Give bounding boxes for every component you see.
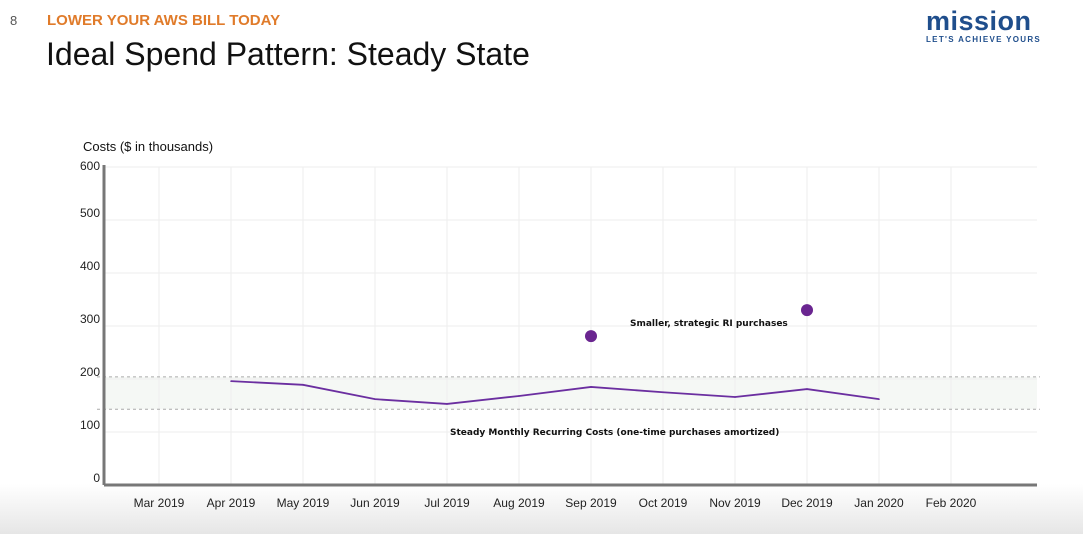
- logo-tagline: LET'S ACHIEVE YOURS: [926, 35, 1042, 44]
- ri-purchase-dot: [585, 330, 597, 343]
- slide-number: 8: [10, 13, 18, 28]
- x-tick-label: Nov 2019: [709, 496, 761, 510]
- cost-series-point: [806, 388, 808, 390]
- x-tick-label: Jul 2019: [424, 496, 470, 510]
- cost-series-point: [590, 386, 592, 388]
- x-tick-label: May 2019: [277, 496, 330, 510]
- y-tick-label: 300: [80, 312, 100, 326]
- cost-series-line: [230, 380, 880, 405]
- x-tick-label: Mar 2019: [134, 496, 185, 510]
- y-axis-label: Costs ($ in thousands): [83, 139, 213, 154]
- y-tick-label: 400: [80, 259, 100, 273]
- ri-purchase-dot: [801, 304, 813, 317]
- y-tick-label: 500: [80, 206, 100, 220]
- y-tick-label: 0: [93, 471, 100, 485]
- ri-annotation: Smaller, strategic RI purchases: [630, 319, 788, 329]
- x-tick-label: Jan 2020: [854, 496, 904, 510]
- y-tick-label: 200: [80, 365, 100, 379]
- x-tick-label: Feb 2020: [926, 496, 977, 510]
- x-tick-label: Dec 2019: [781, 496, 833, 510]
- slide-title: Ideal Spend Pattern: Steady State: [46, 36, 530, 72]
- cost-series-point: [734, 396, 736, 398]
- x-tick-label: Aug 2019: [493, 496, 545, 510]
- logo-text: mission: [926, 6, 1032, 36]
- y-tick-label: 600: [80, 159, 100, 173]
- x-tick-label: Sep 2019: [565, 496, 617, 510]
- x-tick-label: Oct 2019: [639, 496, 688, 510]
- cost-series-point: [302, 384, 304, 386]
- cost-series-point: [662, 391, 664, 394]
- slide-kicker: LOWER YOUR AWS BILL TODAY: [47, 12, 281, 29]
- x-tick-label: Jun 2019: [350, 496, 400, 510]
- y-tick-label: 100: [80, 418, 100, 432]
- cost-series-point: [230, 380, 232, 382]
- x-tick-label: Apr 2019: [207, 496, 256, 510]
- cost-series-point: [446, 403, 448, 405]
- bottom-shade: [0, 484, 1083, 534]
- steady-annotation: Steady Monthly Recurring Costs (one-time…: [450, 428, 779, 438]
- cost-series-point: [518, 395, 520, 397]
- cost-series-point: [374, 398, 376, 400]
- cost-series-point: [878, 398, 880, 400]
- mission-logo: mission LET'S ACHIEVE YOURS: [926, 6, 1042, 45]
